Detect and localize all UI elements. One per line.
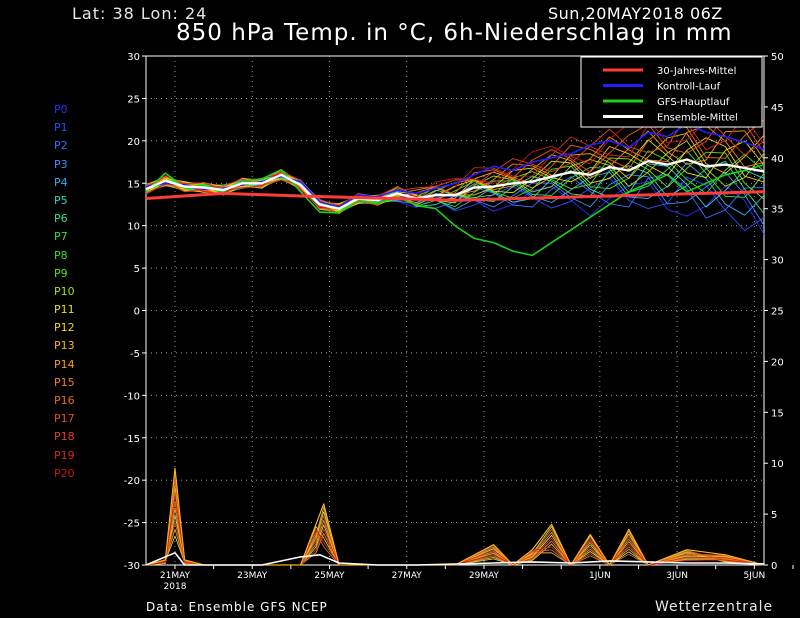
- legend-label: Kontroll-Lauf: [657, 82, 721, 93]
- y2-tick-label: 25: [771, 307, 784, 318]
- y-tick-label: 5: [134, 264, 140, 275]
- member-label-p6: P6: [54, 212, 68, 226]
- legend-label: GFS-Hauptlauf: [657, 97, 730, 108]
- run-datetime: Sun,20MAY2018 06Z: [548, 4, 723, 23]
- member-list: P0 P1 P2 P3 P4 P5 P6 P7 P8 P9 P10 P11 P12 P13 P14 P15 P1…: [54, 103, 75, 485]
- y-tick-label: 15: [127, 179, 140, 190]
- member-label-p2: P2: [54, 139, 68, 153]
- member-label-p5: P5: [54, 193, 68, 207]
- member-label-p18: P18: [54, 430, 75, 444]
- x-tick-label: 27MAY: [392, 571, 423, 581]
- member-label-p11: P11: [54, 303, 75, 317]
- member-label-p10: P10: [54, 284, 75, 298]
- y-tick-label: 0: [134, 307, 140, 318]
- y-tick-label: -25: [124, 519, 140, 530]
- brand-label: Wetterzentrale: [655, 599, 774, 615]
- member-label-p0: P0: [54, 103, 68, 116]
- member-label-p8: P8: [54, 248, 68, 262]
- x-tick-sublabel: 2018: [164, 582, 187, 592]
- member-label-p13: P13: [54, 339, 75, 353]
- y2-tick-label: 20: [771, 357, 784, 368]
- x-tick-label: 5JUN: [743, 571, 765, 581]
- precip-max-line: [145, 467, 765, 566]
- y2-tick-label: 30: [771, 256, 784, 267]
- y-tick-label: 10: [127, 222, 140, 233]
- main-run-line: [145, 163, 765, 257]
- chart-title: 850 hPa Temp. in °C, 6h-Niederschlag in …: [176, 20, 733, 46]
- y2-tick-label: 40: [771, 154, 784, 165]
- climate-mean-line: [145, 190, 765, 202]
- member-label-p15: P15: [54, 375, 75, 389]
- y2-tick-label: 45: [771, 103, 784, 114]
- y2-tick-label: 15: [771, 408, 784, 419]
- member-label-p12: P12: [54, 321, 75, 335]
- y2-tick-label: 10: [771, 459, 784, 470]
- y-tick-label: -10: [124, 391, 140, 402]
- y2-tick-label: 5: [771, 510, 777, 521]
- precip-mean-line: [145, 551, 765, 566]
- legend-label: Ensemble-Mittel: [657, 113, 738, 124]
- y-tick-label: -30: [124, 561, 140, 572]
- y2-tick-label: 0: [771, 561, 777, 572]
- member-label-p19: P19: [54, 448, 75, 462]
- x-tick-label: 21MAY: [160, 571, 191, 581]
- y2-tick-label: 35: [771, 205, 784, 216]
- x-tick-label: 23MAY: [237, 571, 268, 581]
- member-label-p3: P3: [54, 157, 68, 171]
- data-source-label: Data: Ensemble GFS NCEP: [146, 600, 328, 614]
- member-label-p17: P17: [54, 412, 75, 426]
- member-line-p1: [145, 176, 765, 232]
- legend-label: 30-Jahres-Mittel: [657, 66, 736, 77]
- y-tick-label: 20: [127, 137, 140, 148]
- y-tick-label: -5: [130, 349, 140, 360]
- x-tick-label: 1JUN: [589, 571, 611, 581]
- member-line-p10: [145, 140, 765, 212]
- ensemble-mean-line: [145, 158, 765, 210]
- member-label-p1: P1: [54, 121, 68, 135]
- y2-tick-label: 50: [771, 52, 784, 63]
- member-label-p4: P4: [54, 175, 68, 189]
- member-label-p14: P14: [54, 357, 75, 371]
- member-label-p20: P20: [54, 466, 75, 480]
- member-label-p16: P16: [54, 394, 75, 407]
- x-tick-label: 29MAY: [469, 571, 500, 581]
- y-tick-label: -20: [124, 476, 140, 487]
- member-label-p9: P9: [54, 266, 68, 280]
- member-line-p7: [145, 150, 765, 211]
- y-tick-label: -15: [124, 434, 140, 445]
- location-label: Lat: 38 Lon: 24: [72, 4, 208, 23]
- y-tick-label: 30: [127, 52, 140, 63]
- y-tick-label: 25: [127, 94, 140, 105]
- x-tick-label: 25MAY: [314, 571, 345, 581]
- member-line-p8: [145, 150, 765, 213]
- x-tick-label: 3JUN: [666, 571, 688, 581]
- member-label-p7: P7: [54, 230, 68, 244]
